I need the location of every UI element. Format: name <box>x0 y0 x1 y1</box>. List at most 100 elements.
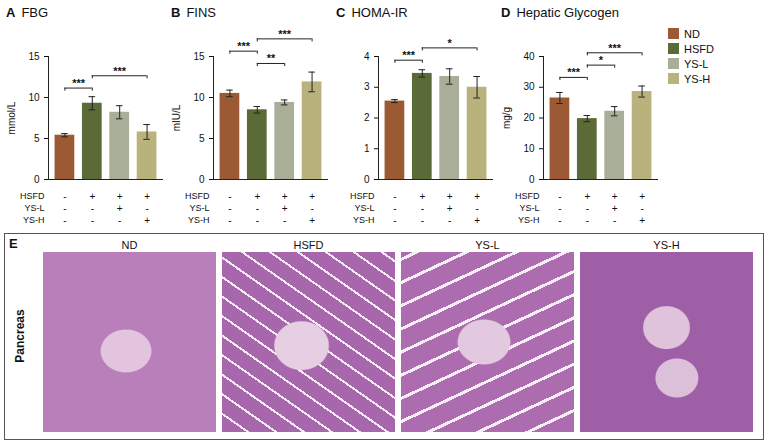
svg-text:-: - <box>558 215 561 226</box>
svg-text:+: + <box>612 203 618 214</box>
html-text:C HOMA-IR: C HOMA-IR <box>336 5 408 20</box>
svg-text:5: 5 <box>199 133 205 144</box>
html-text:B FINS: B FINS <box>171 5 216 20</box>
svg-text:-: - <box>256 203 259 214</box>
html-text:YS-L: YS-L <box>684 57 709 70</box>
svg-text:4: 4 <box>364 51 370 62</box>
svg-text:-: - <box>283 215 286 226</box>
html-text:D Hepatic Glycogen: D Hepatic Glycogen <box>501 5 619 20</box>
svg-text:+: + <box>309 191 315 202</box>
svg-text:YS-L: YS-L <box>354 203 374 213</box>
svg-text:15: 15 <box>193 51 205 62</box>
svg-text:+: + <box>282 191 288 202</box>
svg-text:-: - <box>228 215 231 226</box>
svg-text:mmol/L: mmol/L <box>6 101 17 134</box>
html-text:Pancreas: Pancreas <box>13 309 27 363</box>
svg-text:***: *** <box>278 28 292 40</box>
svg-text:-: - <box>586 203 589 214</box>
svg-text:***: *** <box>608 42 622 54</box>
svg-text:-: - <box>228 203 231 214</box>
svg-text:+: + <box>89 191 95 202</box>
html-text:HSFD: HSFD <box>684 42 714 55</box>
svg-text:HSFD: HSFD <box>185 191 210 201</box>
svg-text:-: - <box>421 215 424 226</box>
svg-text:+: + <box>447 191 453 202</box>
svg-text:+: + <box>254 191 260 202</box>
html-text:ND: ND <box>684 27 700 40</box>
svg-text:-: - <box>118 215 121 226</box>
html-text:YS-H: YS-H <box>684 72 711 85</box>
svg-text:HSFD: HSFD <box>515 191 540 201</box>
svg-text:+: + <box>584 191 590 202</box>
svg-text:+: + <box>117 203 123 214</box>
svg-text:-: - <box>228 191 231 202</box>
svg-text:-: - <box>475 203 478 214</box>
svg-text:20: 20 <box>523 112 535 123</box>
svg-text:0: 0 <box>34 174 40 185</box>
svg-text:+: + <box>474 191 480 202</box>
svg-text:-: - <box>558 203 561 214</box>
svg-text:***: *** <box>113 65 127 77</box>
svg-text:+: + <box>447 203 453 214</box>
svg-text:10: 10 <box>523 143 535 154</box>
svg-text:HSFD: HSFD <box>350 191 375 201</box>
svg-text:15: 15 <box>28 51 40 62</box>
svg-text:***: *** <box>72 77 86 89</box>
svg-text:+: + <box>309 215 315 226</box>
svg-text:-: - <box>91 215 94 226</box>
svg-text:30: 30 <box>523 81 535 92</box>
svg-text:mg/g: mg/g <box>501 107 512 129</box>
svg-text:-: - <box>558 191 561 202</box>
svg-text:0: 0 <box>364 174 370 185</box>
svg-text:+: + <box>612 191 618 202</box>
svg-text:10: 10 <box>28 92 40 103</box>
svg-text:10: 10 <box>193 92 205 103</box>
svg-text:YS-H: YS-H <box>353 215 375 225</box>
svg-text:+: + <box>639 191 645 202</box>
svg-text:YS-H: YS-H <box>23 215 45 225</box>
svg-text:**: ** <box>267 52 276 64</box>
svg-text:HSFD: HSFD <box>20 191 45 201</box>
svg-text:+: + <box>144 215 150 226</box>
svg-text:*: * <box>599 54 604 66</box>
svg-text:-: - <box>63 191 66 202</box>
svg-text:-: - <box>448 215 451 226</box>
svg-text:mIU/L: mIU/L <box>171 104 182 131</box>
svg-text:0: 0 <box>529 174 535 185</box>
svg-text:*: * <box>448 37 453 49</box>
svg-text:40: 40 <box>523 51 535 62</box>
svg-text:***: *** <box>237 40 251 52</box>
svg-text:YS-H: YS-H <box>188 215 210 225</box>
svg-text:-: - <box>256 215 259 226</box>
svg-text:YS-L: YS-L <box>519 203 539 213</box>
svg-text:YS-H: YS-H <box>518 215 540 225</box>
svg-text:+: + <box>282 203 288 214</box>
svg-text:-: - <box>586 215 589 226</box>
svg-text:0: 0 <box>199 174 205 185</box>
svg-text:+: + <box>474 215 480 226</box>
svg-text:+: + <box>117 191 123 202</box>
svg-text:-: - <box>310 203 313 214</box>
svg-text:+: + <box>639 215 645 226</box>
svg-text:-: - <box>91 203 94 214</box>
svg-text:-: - <box>393 203 396 214</box>
svg-text:-: - <box>640 203 643 214</box>
svg-text:2: 2 <box>364 112 370 123</box>
svg-text:5: 5 <box>34 133 40 144</box>
svg-text:-: - <box>63 215 66 226</box>
svg-text:-: - <box>421 203 424 214</box>
svg-text:-: - <box>393 191 396 202</box>
svg-text:-: - <box>145 203 148 214</box>
svg-text:YS-L: YS-L <box>189 203 209 213</box>
html-text:A FBG: A FBG <box>6 5 49 20</box>
svg-text:3: 3 <box>364 81 370 92</box>
svg-text:-: - <box>393 215 396 226</box>
svg-text:YS-L: YS-L <box>24 203 44 213</box>
svg-text:***: *** <box>567 66 581 78</box>
svg-text:***: *** <box>402 49 416 61</box>
svg-text:-: - <box>613 215 616 226</box>
svg-text:+: + <box>144 191 150 202</box>
svg-text:1: 1 <box>364 143 370 154</box>
svg-text:+: + <box>419 191 425 202</box>
svg-text:-: - <box>63 203 66 214</box>
